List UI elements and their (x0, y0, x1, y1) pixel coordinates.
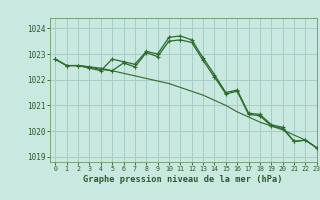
X-axis label: Graphe pression niveau de la mer (hPa): Graphe pression niveau de la mer (hPa) (84, 175, 283, 184)
